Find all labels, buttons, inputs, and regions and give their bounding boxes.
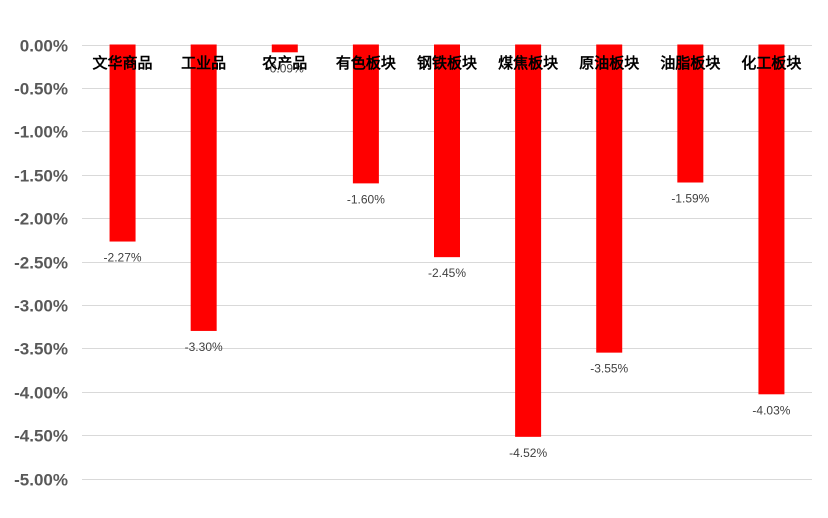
data-label: -2.27% <box>104 251 142 265</box>
y-tick-label: -4.00% <box>14 384 68 403</box>
y-axis-tick-labels: 0.00% -0.50% -1.00% -1.50% -2.00% -2.50% -3.00… <box>14 37 68 490</box>
bar <box>190 44 217 331</box>
bar <box>515 44 542 437</box>
data-label: -3.55% <box>590 362 628 376</box>
bars <box>109 44 785 437</box>
bar <box>596 44 623 353</box>
category-label: 钢铁板块 <box>417 54 478 72</box>
category-label: 文华商品 <box>93 54 153 72</box>
y-tick-label: -2.50% <box>14 254 68 273</box>
data-label: -1.59% <box>671 192 709 206</box>
y-tick-label: -3.00% <box>14 297 68 316</box>
data-label: -2.45% <box>428 266 466 280</box>
bar <box>271 44 298 53</box>
data-label: -0.09% <box>266 61 304 75</box>
y-tick-label: -1.50% <box>14 167 68 186</box>
data-label: -4.03% <box>752 403 790 417</box>
category-label: 农产品 <box>261 54 307 72</box>
data-label: -4.52% <box>509 446 547 460</box>
data-label: -3.30% <box>185 340 223 354</box>
y-tick-label: -4.50% <box>14 427 68 446</box>
y-tick-label: 0.00% <box>20 37 68 56</box>
category-labels: 文华商品 工业品 农产品 有色板块 钢铁板块 煤焦板块 原油板块 油脂板块 化工板块 <box>93 54 803 72</box>
bar <box>109 44 136 242</box>
category-label: 工业品 <box>181 54 226 72</box>
bar <box>352 44 379 184</box>
data-label: -1.60% <box>347 192 385 206</box>
data-labels: -2.27% -3.30% -0.09% -1.60% -2.45% -4.52% -3.5… <box>104 61 791 460</box>
category-label: 化工板块 <box>741 54 802 72</box>
y-tick-label: -2.00% <box>14 210 68 229</box>
category-label: 有色板块 <box>336 54 397 72</box>
category-label: 原油板块 <box>579 54 640 72</box>
y-tick-label: -5.00% <box>14 471 68 490</box>
category-label: 油脂板块 <box>660 54 721 72</box>
y-tick-label: -1.00% <box>14 123 68 142</box>
y-tick-label: -0.50% <box>14 80 68 99</box>
category-label: 煤焦板块 <box>498 54 559 72</box>
y-tick-label: -3.50% <box>14 340 68 359</box>
bar <box>677 44 704 183</box>
bar <box>434 44 460 258</box>
bar <box>758 44 785 395</box>
